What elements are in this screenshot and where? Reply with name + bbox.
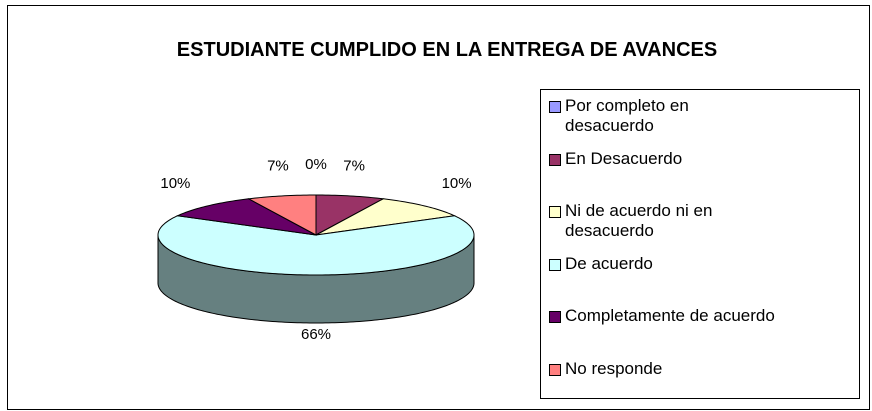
chart-title: ESTUDIANTE CUMPLIDO EN LA ENTREGA DE AVA… <box>157 34 737 67</box>
data-label: 7% <box>267 158 289 175</box>
legend-swatch <box>549 259 561 271</box>
legend-entry: No responde <box>549 359 859 411</box>
data-label: 10% <box>160 175 190 192</box>
data-label: 0% <box>305 156 327 173</box>
legend-entry: Por completo en desacuerdo <box>549 96 859 149</box>
legend-label: De acuerdo <box>565 254 780 274</box>
legend-swatch <box>549 154 561 166</box>
data-label: 7% <box>343 158 365 175</box>
legend-swatch <box>549 101 561 113</box>
legend-entry: De acuerdo <box>549 254 859 307</box>
legend-label: Ni de acuerdo ni en desacuerdo <box>565 201 780 241</box>
legend-label: En Desacuerdo <box>565 149 780 169</box>
data-label: 66% <box>301 326 331 343</box>
legend-label: Por completo en desacuerdo <box>565 96 780 136</box>
legend-swatch <box>549 311 561 323</box>
legend-label: Completamente de acuerdo <box>565 306 780 326</box>
legend-entry: Completamente de acuerdo <box>549 306 859 359</box>
legend-swatch <box>549 206 561 218</box>
legend-entry: Ni de acuerdo ni en desacuerdo <box>549 201 859 254</box>
legend-label: No responde <box>565 359 780 379</box>
legend-swatch <box>549 364 561 376</box>
legend: Por completo en desacuerdo En Desacuerdo N… <box>540 89 860 399</box>
data-label: 10% <box>442 175 472 192</box>
legend-entry: En Desacuerdo <box>549 149 859 202</box>
